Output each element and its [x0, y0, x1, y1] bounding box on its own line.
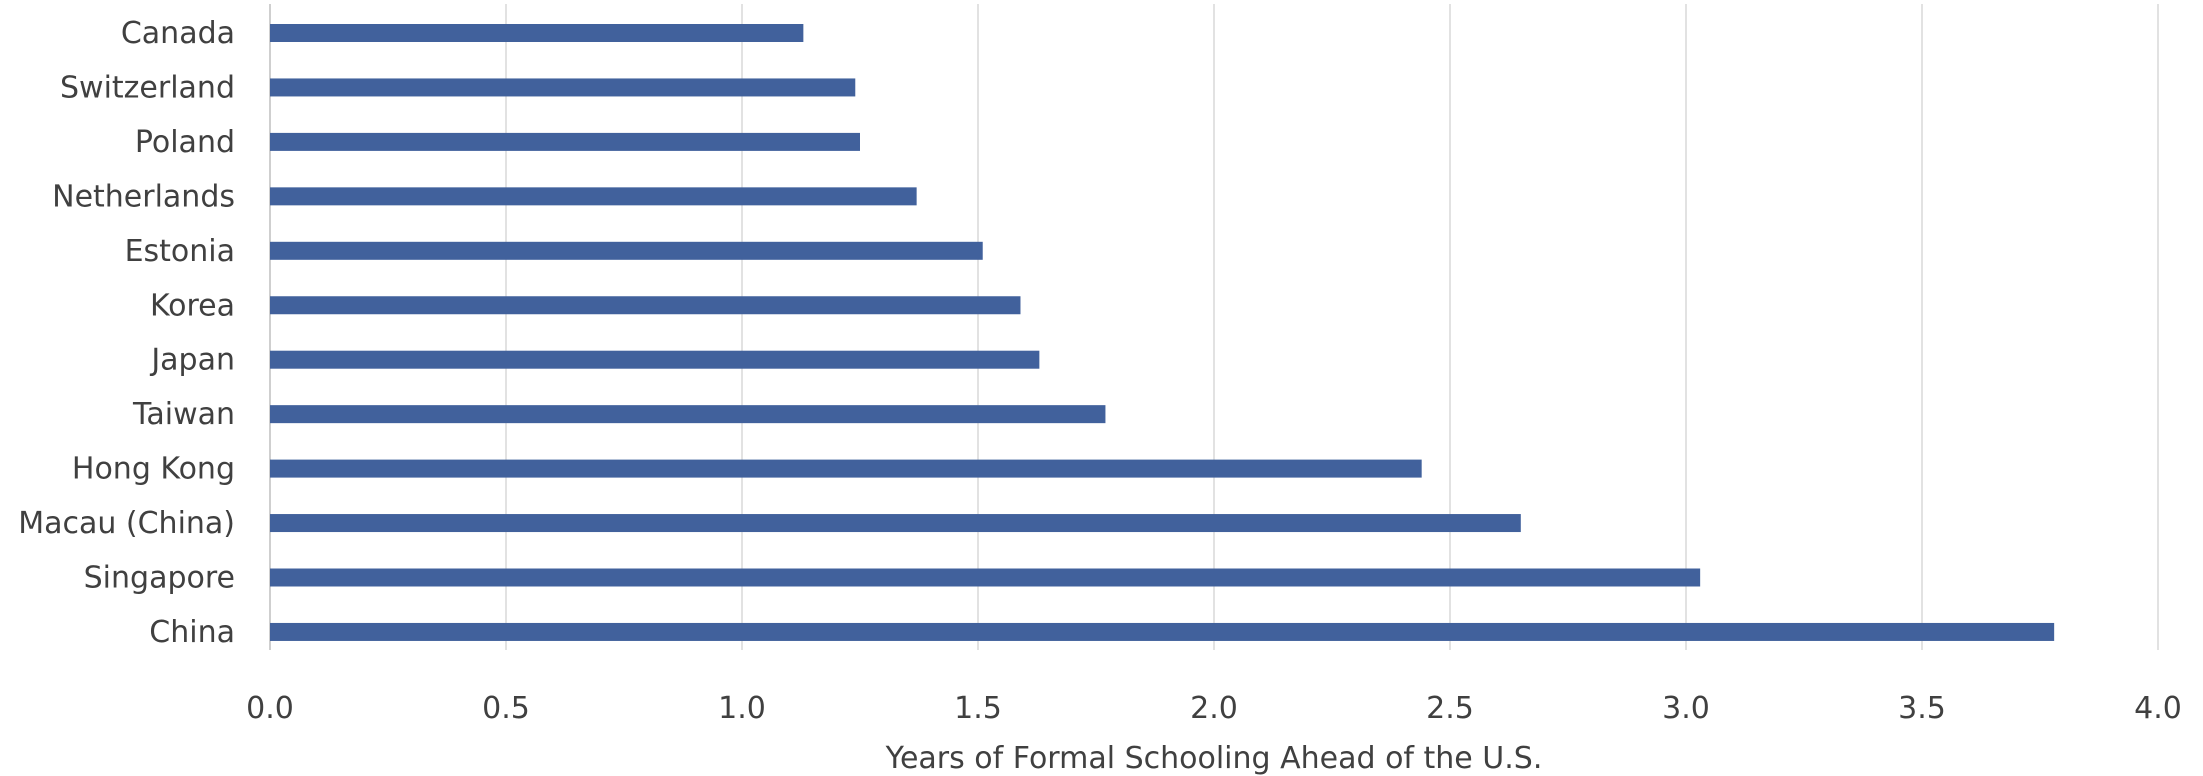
bar	[270, 514, 1521, 533]
bar	[270, 187, 917, 206]
x-tick-label: 1.5	[954, 691, 1002, 726]
category-label: China	[149, 615, 235, 650]
x-tick-label: 1.0	[718, 691, 766, 726]
x-tick-label: 4.0	[2134, 691, 2182, 726]
category-label: Poland	[135, 125, 235, 160]
bar	[270, 405, 1106, 424]
bar	[270, 296, 1021, 315]
category-label: Korea	[150, 288, 235, 323]
category-labels: Canada Switzerland Poland Netherlands Estoni…	[18, 16, 235, 650]
gridlines	[269, 4, 2159, 650]
x-tick-label: 3.0	[1662, 691, 1710, 726]
x-tick-label: 2.0	[1190, 691, 1238, 726]
bar	[270, 568, 1701, 587]
category-label: Hong Kong	[72, 452, 235, 487]
category-label: Taiwan	[132, 397, 235, 432]
category-label: Japan	[149, 343, 235, 378]
category-label: Estonia	[125, 234, 235, 269]
bar	[270, 622, 2055, 641]
x-tick-label: 0.0	[246, 691, 294, 726]
category-label: Macau (China)	[18, 506, 235, 541]
x-tick-label: 0.5	[482, 691, 530, 726]
bar	[270, 132, 860, 151]
x-tick-labels: 0.0 0.5 1.0 1.5 2.0 2.5 3.0 3.5 4.0	[246, 691, 2182, 726]
bar	[270, 241, 983, 260]
category-label: Netherlands	[52, 179, 235, 214]
bar	[270, 350, 1040, 369]
bar	[270, 78, 856, 97]
bar	[270, 459, 1422, 478]
category-label: Canada	[121, 16, 235, 51]
bar	[270, 24, 804, 42]
x-tick-label: 2.5	[1426, 691, 1474, 726]
category-label: Switzerland	[60, 70, 235, 105]
category-label: Singapore	[84, 561, 235, 596]
x-axis-title: Years of Formal Schooling Ahead of the U…	[885, 741, 1543, 776]
bars	[270, 24, 2055, 641]
x-tick-label: 3.5	[1898, 691, 1946, 726]
